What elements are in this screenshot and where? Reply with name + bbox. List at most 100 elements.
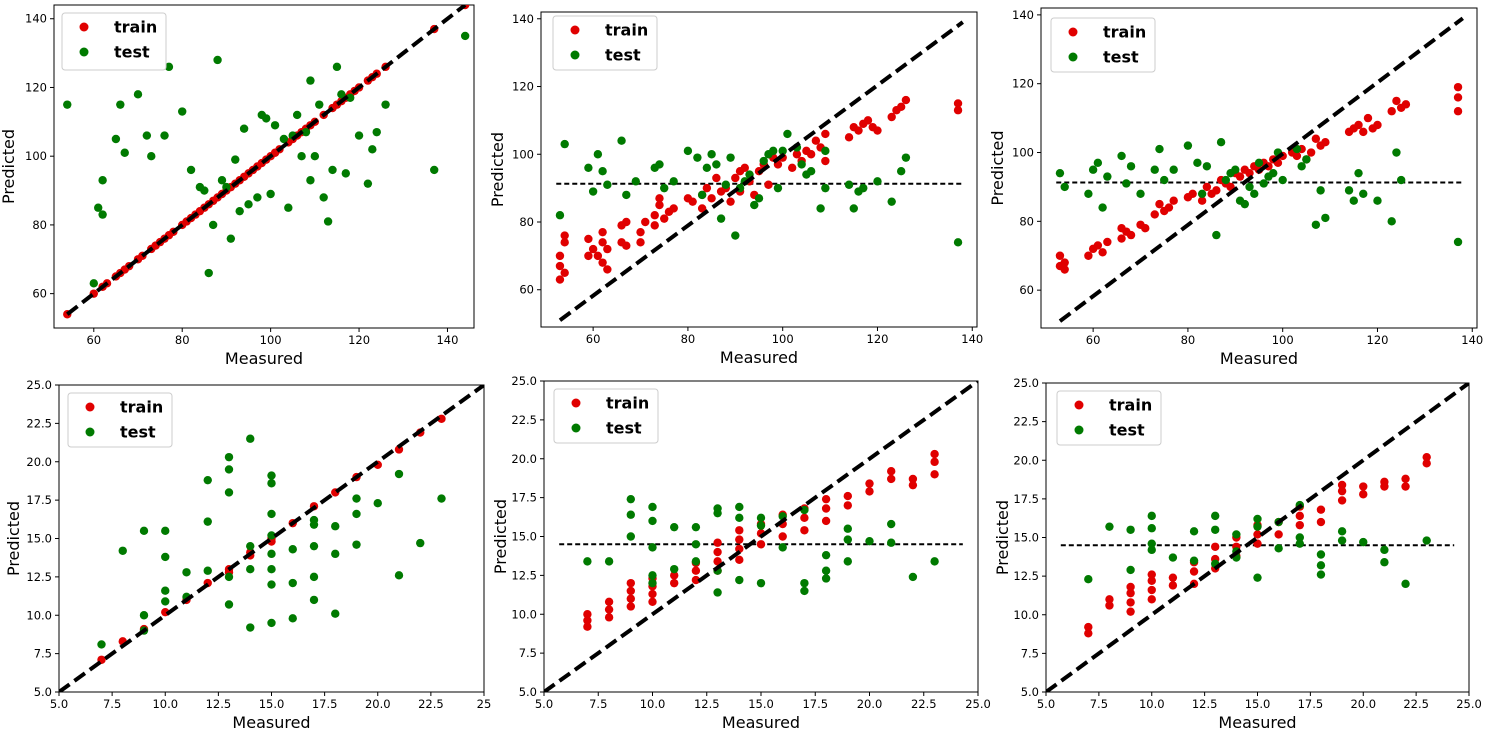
train-point [731,173,740,183]
train-point [636,227,645,237]
test-point [246,565,255,574]
test-point [332,62,342,72]
test-point [726,153,735,162]
test-point [224,465,234,474]
y-tick-label: 120 [25,80,47,94]
x-tick-label: 25.0 [1456,697,1482,711]
train-point [735,544,744,554]
y-tick-label: 10.0 [511,607,537,621]
test-point [315,100,324,109]
train-point [604,597,614,607]
test-point [1259,179,1268,188]
x-axis-label: Measured [232,713,310,732]
test-point [1126,525,1135,534]
test-point [1136,189,1145,199]
test-point [693,153,702,162]
train-point [1422,452,1431,462]
train-point [1401,100,1411,109]
test-point [1117,151,1126,161]
test-point [1221,175,1231,185]
test-point [865,536,874,546]
test-point [713,508,722,518]
test-point [1380,558,1389,567]
test-point [1150,165,1159,174]
test-point [319,193,328,202]
test-point [89,279,98,288]
test-point [735,575,744,585]
train-point [930,449,939,459]
legend: train test [61,12,167,71]
train-point [1363,113,1373,123]
y-tick-label: 120 [512,80,534,94]
train-point [764,180,773,189]
test-point [1359,537,1368,547]
train-point [792,150,802,159]
test-point [161,552,170,562]
y-tick-label: 12.5 [511,568,537,582]
train-point [1212,186,1221,195]
train-point [887,466,896,476]
test-point [1274,544,1283,553]
train-point [691,575,701,585]
train-point [1084,622,1093,632]
test-point [697,190,707,200]
train-point [1253,539,1262,548]
test-point [224,488,234,497]
train-point [555,251,565,261]
train-point [622,241,631,250]
x-tick-label: 10.0 [152,697,178,711]
test-point [222,182,231,192]
train-point [806,150,816,159]
legend-label-train: train [606,394,649,413]
x-tick-label: 15.0 [259,697,285,711]
test-point [416,538,425,548]
x-tick-label: 17.5 [1298,697,1324,711]
train-point [873,126,882,135]
legend-label-train: train [120,398,163,417]
x-tick-label: 100 [1272,333,1294,347]
train-point [1380,477,1389,487]
test-point [1202,162,1212,171]
train-point [1168,581,1178,590]
test-point [224,572,234,582]
y-axis-label: Predicted [993,500,1012,575]
train-point [1359,127,1368,137]
test-point [626,494,635,504]
test-point [769,146,778,156]
diagonal-line [59,385,484,692]
test-point [953,238,963,247]
legend-label-test: test [114,43,150,62]
train-point [865,479,874,488]
test-point [555,211,565,220]
legend: train test [1056,390,1162,446]
train-point [713,538,722,547]
legend: train test [553,388,659,444]
test-point [1316,186,1325,195]
train-point [1147,570,1156,579]
train-point [691,566,701,575]
test-point [1349,196,1358,205]
test-point [341,169,350,178]
test-point [331,609,340,618]
test-point [1126,162,1136,171]
y-axis-label: Predicted [491,499,510,574]
x-tick-label: 15.0 [1245,697,1271,711]
test-point [142,131,152,140]
test-point [381,100,390,109]
x-tick-label: 60 [586,332,601,346]
test-point [1269,168,1278,178]
test-point [203,475,212,485]
test-point [750,200,759,210]
y-tick-label: 20.0 [511,452,537,466]
test-point [161,586,170,595]
test-point [178,107,187,116]
train-point [588,244,598,254]
train-point [598,238,607,247]
train-point [735,526,744,535]
test-point [800,586,809,596]
test-point [735,502,744,512]
train-point [844,133,854,142]
y-tick-label: 60 [32,287,47,301]
test-point [354,131,364,140]
x-axis-label: Measured [720,348,798,367]
